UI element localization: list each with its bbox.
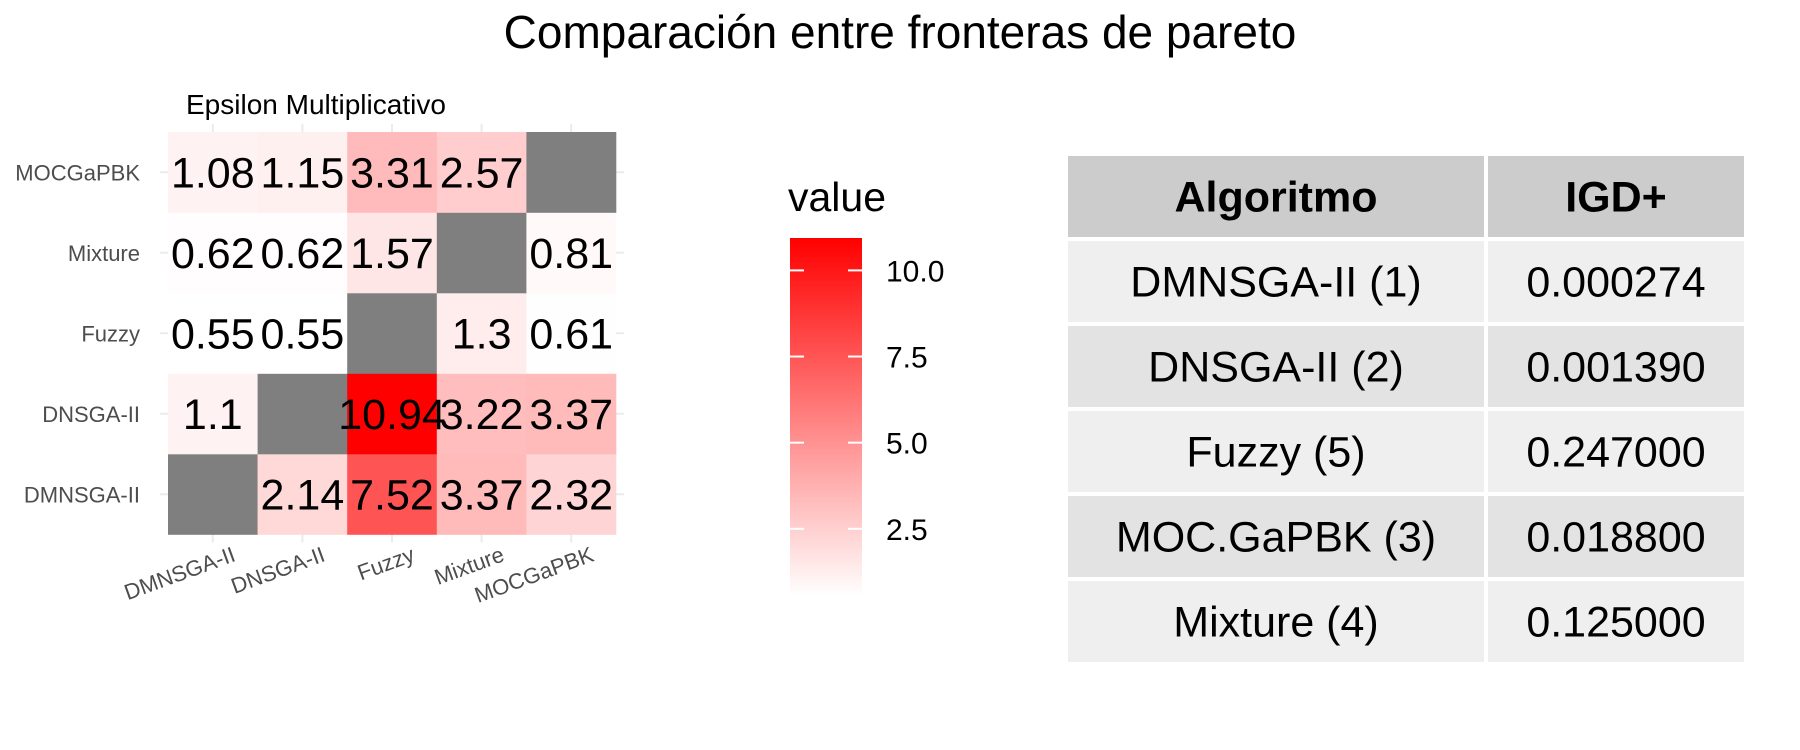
x-tick-label: DNSGA-II (228, 542, 328, 599)
y-tick-label: Fuzzy (81, 321, 140, 346)
heatmap-cell-label: 0.81 (529, 230, 613, 278)
table-cell-text: 0.018800 (1526, 514, 1705, 562)
heatmap-cell (526, 454, 617, 535)
heatmap-cell (257, 132, 348, 213)
heatmap-cell (168, 132, 258, 213)
heatmap-cells (168, 132, 617, 535)
heatmap-cell (436, 373, 527, 455)
heatmap-cell (257, 212, 348, 294)
igd-table: Algoritmo IGD+ DMNSGA-II (1) 0.000274 DNSGA-… (1068, 156, 1744, 662)
legend-tick-label: 7.5 (886, 342, 928, 375)
heatmap-cell (347, 454, 438, 535)
heatmap-cell-label: 1.57 (350, 230, 434, 278)
legend-tick-label: 2.5 (886, 514, 928, 547)
heatmap-cell (347, 212, 438, 294)
table-header-cell (1488, 156, 1744, 237)
table-cell-text: 0.247000 (1526, 429, 1705, 477)
heatmap-cell-labels: 2.14 7.52 3.37 2.321.1 10.943.22 3.370.55 0.55… (171, 149, 613, 519)
legend-ticks: 2.5 5.0 7.5 10.0 (790, 255, 944, 547)
main-title: Comparación entre fronteras de pareto (504, 6, 1297, 58)
heatmap-cell (436, 132, 527, 213)
heatmap-cell-label: 1.15 (261, 149, 345, 197)
heatmap-cell-label: 3.31 (350, 149, 434, 197)
y-tick-label: DNSGA-II (42, 402, 140, 427)
heatmap-cell-label: 3.37 (440, 471, 524, 519)
heatmap-y-axis: DMNSGA-II DNSGA-II Fuzzy Mixture MOCGaPBK (15, 160, 140, 507)
heatmap-cell (168, 454, 258, 535)
heatmap-cell-label: 2.32 (529, 471, 613, 519)
legend-title: value (788, 174, 886, 220)
heatmap-cell-label: 0.55 (171, 310, 255, 358)
heatmap-cell-label: 3.37 (529, 391, 613, 439)
table-cell-text: Mixture (4) (1173, 599, 1378, 647)
heatmap-cell-label: 2.57 (440, 149, 524, 197)
heatmap-cell (526, 293, 617, 374)
heatmap-panel: Epsilon Multiplicativo 2.14 7.52 3.37 2.321… (15, 89, 624, 608)
table-cell (1068, 326, 1484, 407)
table-cell (1068, 496, 1484, 577)
heatmap-cell (436, 293, 527, 374)
y-tick-label: DMNSGA-II (24, 482, 140, 507)
heatmap-cell-label: 2.14 (261, 471, 345, 519)
heatmap-cell (436, 212, 527, 294)
table-cell-text: DNSGA-II (2) (1148, 344, 1404, 392)
heatmap-cell-label: 1.08 (171, 149, 255, 197)
table-cell-text: 0.001390 (1526, 344, 1705, 392)
heatmap-cell (526, 212, 617, 294)
heatmap-cell (257, 454, 348, 535)
heatmap-cell (347, 373, 438, 455)
heatmap-cell (257, 293, 348, 374)
table-cell (1068, 581, 1484, 662)
legend-tick-label: 10.0 (886, 255, 944, 288)
table-header-label: IGD+ (1565, 174, 1667, 222)
table-cell (1488, 581, 1744, 662)
table-cell (1488, 326, 1744, 407)
heatmap-cell (436, 454, 527, 535)
y-tick-label: Mixture (68, 241, 140, 266)
heatmap-subtitle: Epsilon Multiplicativo (186, 89, 446, 120)
table-cell-text: 0.125000 (1526, 599, 1705, 647)
heatmap-cell (526, 373, 617, 455)
heatmap-cell-label: 3.22 (440, 391, 524, 439)
legend-tick-label: 5.0 (886, 428, 928, 461)
table-header-label: Algoritmo (1174, 174, 1377, 222)
heatmap-cell-label: 1.3 (452, 310, 512, 358)
heatmap-cell (347, 293, 438, 374)
heatmap-cell-label: 7.52 (350, 471, 434, 519)
heatmap-cell-label: 10.94 (338, 391, 446, 439)
table-cell-text: MOC.GaPBK (3) (1116, 514, 1436, 562)
heatmap-cell-label: 0.61 (529, 310, 613, 358)
table-cell-text: 0.000274 (1526, 259, 1705, 307)
table-cell (1488, 411, 1744, 492)
table-header-cell (1068, 156, 1484, 237)
heatmap-cell (257, 373, 348, 455)
x-tick-label: Fuzzy (354, 542, 418, 586)
heatmap-cell (168, 373, 258, 455)
heatmap-cell (347, 132, 438, 213)
heatmap-cell-label: 0.62 (171, 230, 255, 278)
table-cell (1488, 241, 1744, 322)
heatmap-cell (526, 132, 617, 213)
color-legend: value 2.5 5.0 7.5 10.0 (788, 174, 944, 596)
table-cell (1068, 241, 1484, 322)
table-cell-text: Fuzzy (5) (1186, 429, 1365, 477)
heatmap-cell-label: 0.55 (261, 310, 345, 358)
table-cell (1488, 496, 1744, 577)
heatmap-cell (168, 293, 258, 374)
legend-colorbar (790, 238, 862, 596)
heatmap-cell-label: 0.62 (261, 230, 345, 278)
heatmap-cell (168, 212, 258, 294)
heatmap-cell-label: 1.1 (183, 391, 243, 439)
table-cell-text: DMNSGA-II (1) (1130, 259, 1421, 307)
x-tick-label: DMNSGA-II (121, 542, 239, 605)
y-tick-label: MOCGaPBK (15, 160, 140, 185)
table-cell (1068, 411, 1484, 492)
